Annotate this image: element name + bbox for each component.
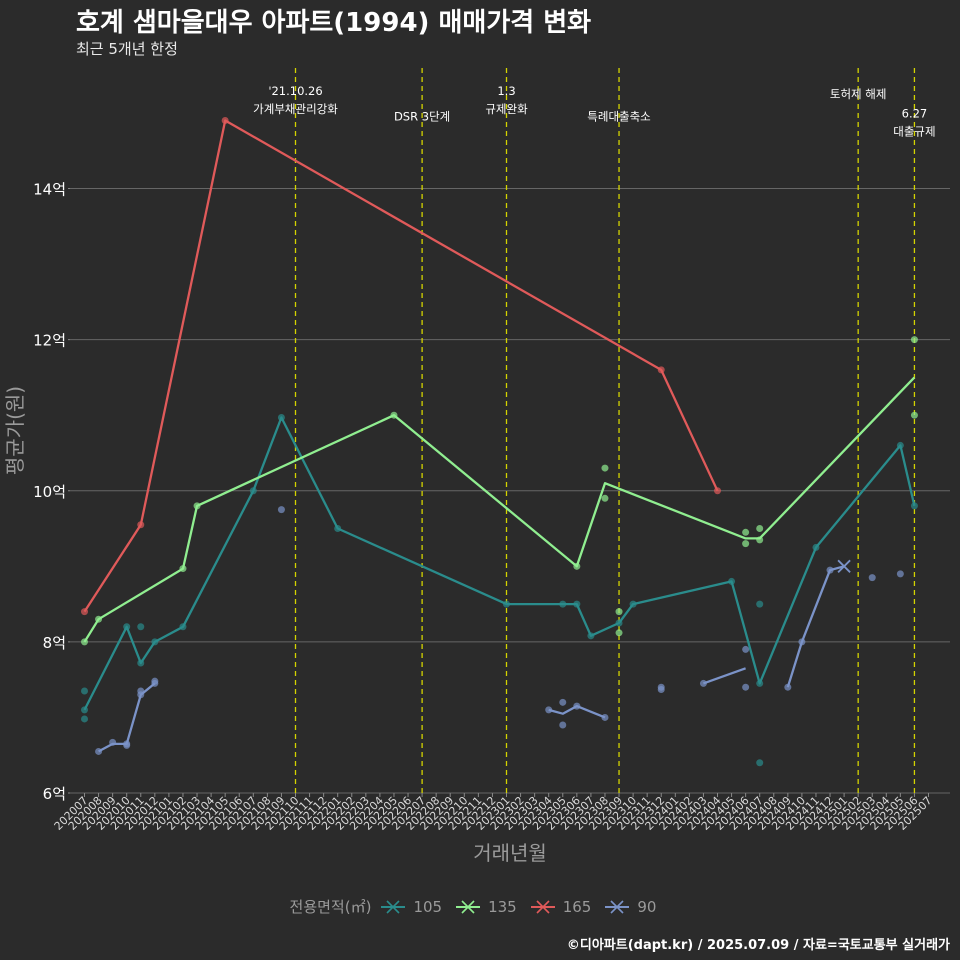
y-tick-label: 6억 <box>43 785 66 803</box>
data-marker-x-90 <box>837 559 851 573</box>
data-point-90 <box>559 721 567 729</box>
series-line-90 <box>703 667 746 685</box>
legend-item-105: 105 <box>381 897 442 917</box>
policy-event-label: 특례대출축소 <box>587 109 650 123</box>
y-tick-label: 12억 <box>33 332 66 350</box>
data-point-90 <box>742 645 750 653</box>
y-tick-label: 14억 <box>33 181 66 199</box>
legend-key-105 <box>381 899 406 914</box>
data-point-90 <box>742 683 750 691</box>
series-line-135 <box>83 376 916 643</box>
policy-event-label: DSR 3단계 <box>394 109 450 123</box>
chart-title: 호계 샘마을대우 아파트(1994) 매매가격 변화 <box>76 8 592 38</box>
data-point-135 <box>601 494 609 502</box>
series-line-165 <box>83 119 719 613</box>
legend-key-90 <box>605 899 630 914</box>
policy-event-label: '21.10.26 <box>268 84 322 98</box>
legend-label-165: 165 <box>562 897 592 916</box>
data-point-105 <box>137 623 145 631</box>
legend-label-105: 105 <box>413 897 443 916</box>
data-point-90 <box>868 574 876 582</box>
policy-event-label: 1.3 <box>497 84 515 98</box>
series-line-105 <box>83 416 916 711</box>
data-point-90 <box>545 706 553 714</box>
legend: 전용면적(㎡) 105 135 165 90 <box>0 896 960 917</box>
data-point-105 <box>81 715 88 723</box>
chart-subtitle: 최근 5개년 한정 <box>76 40 178 58</box>
data-point-135 <box>615 608 623 616</box>
y-tick-label: 8억 <box>43 634 66 652</box>
y-axis-title: 평균가(원) <box>3 386 27 475</box>
series-line-90 <box>98 682 156 753</box>
legend-item-165: 165 <box>530 897 592 917</box>
legend-item-135: 135 <box>456 897 517 917</box>
policy-event-label: 대출규제 <box>893 125 935 139</box>
legend-key-135 <box>456 899 481 914</box>
legend-label-135: 135 <box>488 897 517 916</box>
data-point-90 <box>896 570 904 578</box>
data-point-105 <box>756 600 764 608</box>
data-point-135 <box>910 411 918 419</box>
legend-label-90: 90 <box>637 897 657 916</box>
data-point-135 <box>615 629 623 637</box>
data-point-90 <box>657 685 665 693</box>
data-point-135 <box>910 336 918 344</box>
data-point-105 <box>81 687 88 695</box>
data-point-105 <box>756 759 764 767</box>
data-point-90 <box>559 698 567 706</box>
series-line-90 <box>548 704 606 719</box>
data-point-135 <box>742 540 750 548</box>
data-point-90 <box>784 683 792 691</box>
legend-title: 전용면적(㎡) <box>289 898 372 916</box>
series-line-90 <box>786 565 845 688</box>
data-point-135 <box>756 525 764 533</box>
policy-event-label: 가계부채관리강화 <box>253 102 338 116</box>
x-axis-title: 거래년월 <box>473 841 547 865</box>
source-caption: ©디아파트(dapt.kr) / 2025.07.09 / 자료=국토교통부 실… <box>566 938 950 953</box>
data-point-90 <box>277 506 285 514</box>
y-tick-label: 10억 <box>33 483 66 501</box>
policy-event-label: 토허제 해제 <box>830 87 887 101</box>
legend-key-165 <box>530 899 555 914</box>
legend-item-90: 90 <box>605 897 656 917</box>
policy-event-label: 6.27 <box>902 107 928 121</box>
data-point-135 <box>601 464 609 472</box>
policy-event-label: 규제완화 <box>485 102 528 116</box>
data-point-135 <box>742 528 750 536</box>
